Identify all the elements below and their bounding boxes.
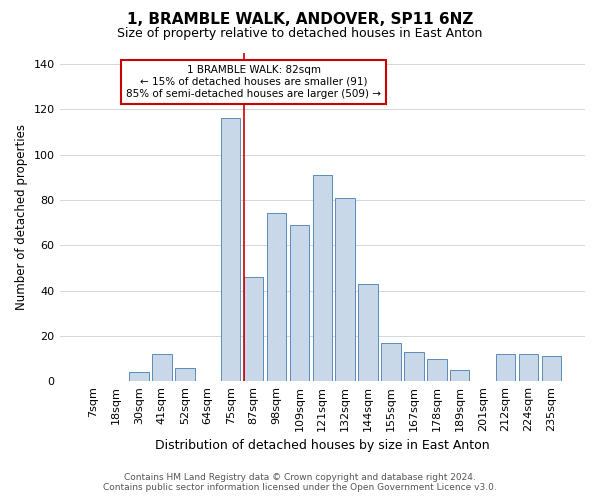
Bar [519,354,538,381]
Bar [450,370,469,381]
Bar [358,284,378,381]
Bar [175,368,194,381]
Text: Contains HM Land Registry data © Crown copyright and database right 2024.
Contai: Contains HM Land Registry data © Crown c… [103,473,497,492]
Bar [244,277,263,381]
X-axis label: Distribution of detached houses by size in East Anton: Distribution of detached houses by size … [155,440,490,452]
Bar [313,175,332,381]
Bar [427,358,446,381]
Text: Size of property relative to detached houses in East Anton: Size of property relative to detached ho… [118,28,482,40]
Bar [381,342,401,381]
Bar [221,118,241,381]
Bar [129,372,149,381]
Text: 1, BRAMBLE WALK, ANDOVER, SP11 6NZ: 1, BRAMBLE WALK, ANDOVER, SP11 6NZ [127,12,473,28]
Bar [290,225,309,381]
Bar [542,356,561,381]
Bar [152,354,172,381]
Bar [335,198,355,381]
Bar [496,354,515,381]
Y-axis label: Number of detached properties: Number of detached properties [15,124,28,310]
Bar [267,214,286,381]
Text: 1 BRAMBLE WALK: 82sqm
← 15% of detached houses are smaller (91)
85% of semi-deta: 1 BRAMBLE WALK: 82sqm ← 15% of detached … [126,66,381,98]
Bar [404,352,424,381]
